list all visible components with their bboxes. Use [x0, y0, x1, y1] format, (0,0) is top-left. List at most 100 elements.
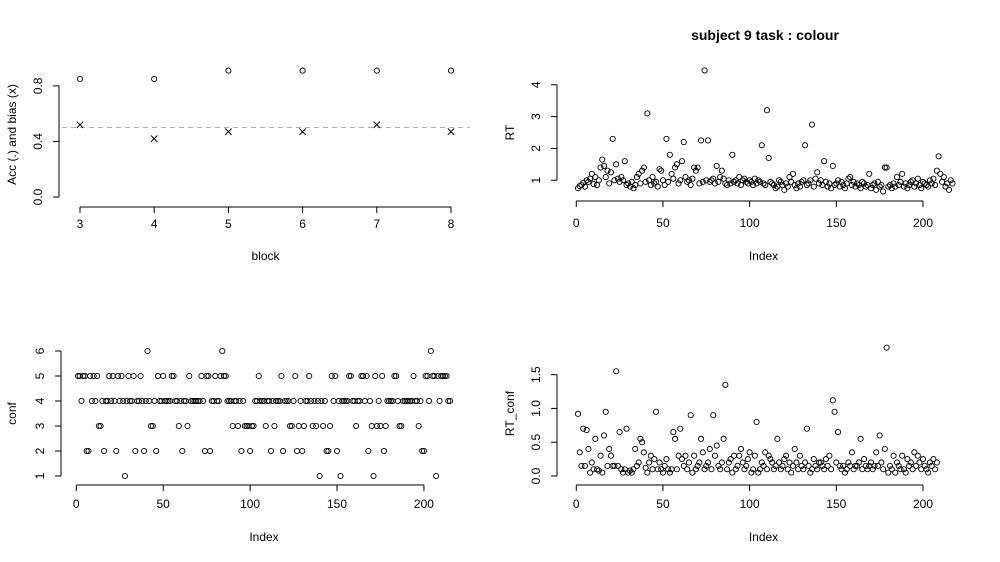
data-point	[644, 469, 651, 476]
data-point	[763, 466, 771, 473]
data-point	[652, 408, 660, 415]
x-mark-stroke	[373, 121, 381, 129]
data-point	[151, 397, 158, 405]
y-tick-label: 1	[33, 472, 47, 479]
data-point	[180, 397, 188, 405]
y-axis-label: Acc (.) and bias (x)	[5, 84, 19, 185]
data-point	[788, 178, 795, 185]
data-point	[635, 459, 642, 466]
data-point	[179, 447, 186, 455]
data-point	[888, 466, 895, 473]
x-tick-label: 0	[73, 497, 80, 511]
data-point	[127, 397, 134, 405]
data-point	[207, 447, 214, 455]
data-point	[925, 183, 932, 190]
data-point	[878, 459, 885, 466]
data-point	[602, 408, 609, 415]
data-point	[730, 452, 738, 459]
data-point	[219, 347, 226, 355]
data-point	[680, 462, 687, 469]
data-point	[130, 372, 137, 380]
data-point	[240, 397, 247, 405]
data-point	[847, 174, 854, 181]
data-point	[677, 425, 684, 432]
data-point	[649, 466, 656, 473]
data-point	[88, 397, 95, 405]
data-point	[919, 178, 927, 185]
data-point	[297, 397, 304, 405]
data-point	[147, 422, 155, 430]
data-point	[90, 372, 97, 380]
data-point	[781, 186, 788, 193]
data-point-bias	[224, 128, 232, 136]
data-point	[313, 422, 320, 430]
data-point	[715, 462, 722, 469]
data-point	[175, 422, 182, 430]
data-point	[347, 372, 354, 380]
x-tick-label: 8	[448, 217, 455, 231]
data-point	[587, 469, 594, 476]
y-tick-label: 3	[33, 422, 47, 429]
data-point	[784, 466, 791, 473]
data-point	[292, 372, 299, 380]
data-point	[845, 459, 852, 466]
data-point	[808, 121, 816, 128]
x-tick-label: 50	[656, 216, 670, 230]
data-point	[410, 372, 417, 380]
data-point	[798, 178, 805, 185]
data-point	[146, 397, 153, 405]
data-point	[257, 397, 264, 405]
x-axis-label: Index	[249, 530, 278, 544]
data-point	[151, 75, 158, 82]
data-point	[904, 456, 911, 463]
data-point	[772, 462, 779, 469]
data-point	[887, 462, 894, 469]
data-point	[578, 462, 585, 469]
y-tick-label: 1.5	[529, 366, 543, 383]
data-point	[833, 459, 840, 466]
data-point	[361, 397, 368, 405]
data-point	[694, 462, 701, 469]
data-point	[720, 435, 727, 442]
y-tick-label: 5	[33, 372, 47, 379]
data-point	[814, 169, 821, 176]
data-point	[672, 164, 679, 171]
data-point	[871, 462, 878, 469]
data-point	[672, 435, 679, 442]
figure-title: subject 9 task : colour	[691, 27, 839, 43]
data-point	[871, 180, 878, 187]
data-point	[812, 462, 819, 469]
data-point	[739, 177, 746, 184]
data-point	[769, 459, 776, 466]
data-point	[921, 180, 928, 187]
data-point	[447, 67, 455, 74]
data-point	[325, 447, 332, 455]
data-point	[893, 459, 901, 466]
data-point	[300, 422, 308, 430]
data-point	[168, 372, 175, 380]
data-point	[387, 397, 394, 405]
data-point	[817, 459, 824, 466]
data-point	[618, 174, 625, 181]
data-point	[708, 177, 715, 184]
data-point	[609, 135, 616, 142]
data-point	[665, 178, 672, 185]
data-point	[895, 462, 902, 469]
data-point	[94, 372, 101, 380]
data-point	[814, 466, 821, 473]
data-point	[689, 175, 696, 182]
data-point	[580, 425, 587, 432]
data-point	[932, 181, 939, 189]
data-point	[663, 456, 670, 463]
y-axis-label: conf	[5, 401, 19, 424]
data-point	[604, 462, 611, 469]
data-point	[393, 372, 400, 380]
data-point	[821, 158, 828, 165]
x-tick-label: 150	[327, 497, 347, 511]
data-point	[380, 447, 387, 455]
data-point	[113, 447, 120, 455]
data-point	[753, 418, 760, 425]
data-point	[899, 170, 906, 177]
data-point	[692, 167, 699, 174]
data-point	[914, 175, 921, 182]
